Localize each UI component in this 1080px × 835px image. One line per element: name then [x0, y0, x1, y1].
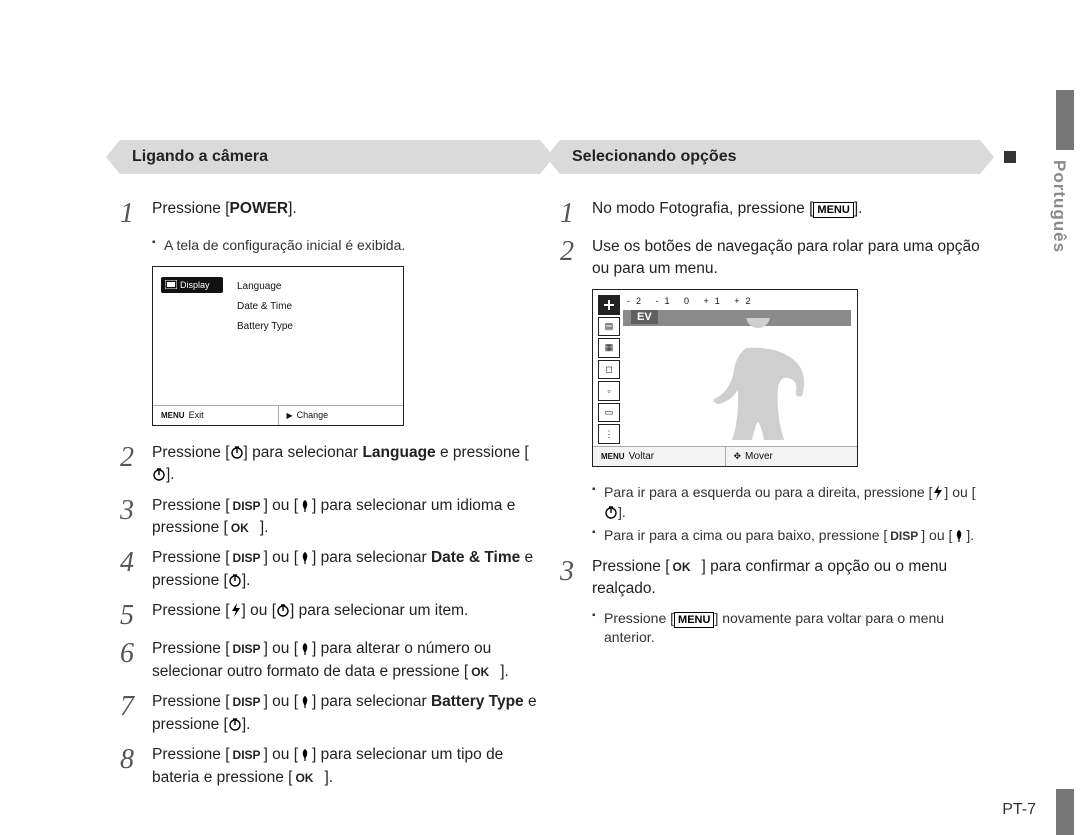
ev-icon	[598, 295, 620, 315]
page-number-bar	[1056, 789, 1074, 835]
lcd-ev-screen: ▤ ▦ ◻ ▫ ▭ ⋮ -2 -1 0 +1 +2 EV MENUVoltar …	[592, 289, 858, 467]
left-step-1: 1 Pressione [POWER].	[120, 198, 540, 228]
size-icon: ▫	[598, 381, 620, 401]
left-step-3: 3 Pressione [DISP] ou [] para selecionar…	[120, 495, 540, 540]
menu-button-label: MENU	[813, 202, 853, 218]
left-step-6: 6 Pressione [DISP] ou [] para alterar o …	[120, 638, 540, 683]
left-step-2: 2 Pressione [] para selecionar Language …	[120, 442, 540, 487]
page-number: PT-7	[1002, 801, 1036, 819]
left-column: Ligando a câmera 1 Pressione [POWER]. A …	[120, 140, 540, 797]
right-step-2-note-2: Para ir para a cima ou para baixo, press…	[592, 526, 980, 546]
left-step-1-note: A tela de configuração inicial é exibida…	[152, 236, 540, 256]
right-step-2-note-1: Para ir para a esquerda ou para a direit…	[592, 483, 980, 522]
right-step-3-note: Pressione [MENU] novamente para voltar p…	[592, 609, 980, 648]
right-step-1: 1 No modo Fotografia, pressione [MENU].	[560, 198, 980, 228]
left-step-4: 4 Pressione [DISP] ou [] para selecionar…	[120, 547, 540, 592]
left-step-8: 8 Pressione [DISP] ou [] para selecionar…	[120, 744, 540, 789]
left-heading-text: Ligando a câmera	[132, 148, 268, 166]
person-silhouette	[688, 318, 818, 442]
macro-icon	[298, 498, 312, 512]
lcd1-menu-list: Language Date & Time Battery Type	[237, 277, 393, 337]
left-heading: Ligando a câmera	[120, 140, 540, 174]
flash-icon	[230, 603, 242, 617]
lcd-setup-screen: Display Language Date & Time Battery Typ…	[152, 266, 404, 426]
lcd1-display-tab: Display	[161, 277, 223, 293]
right-heading-text: Selecionando opções	[572, 148, 736, 166]
iso-icon: ▦	[598, 338, 620, 358]
more-icon: ⋮	[598, 424, 620, 444]
focus-icon: ◻	[598, 360, 620, 380]
ev-scale: -2 -1 0 +1 +2	[627, 296, 757, 306]
left-step-5: 5 Pressione [] ou [] para selecionar um …	[120, 600, 540, 630]
right-step-2: 2 Use os botões de navegação para rolar …	[560, 236, 980, 281]
right-heading: Selecionando opções	[560, 140, 980, 174]
quality-icon: ▭	[598, 403, 620, 423]
language-tab: Português	[1046, 90, 1074, 260]
ev-label: EV	[631, 310, 658, 324]
right-step-3: 3 Pressione [OK] para confirmar a opção …	[560, 556, 980, 601]
language-label: Português	[1049, 160, 1069, 253]
left-step-7: 7 Pressione [DISP] ou [] para selecionar…	[120, 691, 540, 736]
timer-icon	[230, 445, 244, 459]
display-icon	[165, 280, 177, 289]
lcd2-sidebar: ▤ ▦ ◻ ▫ ▭ ⋮	[598, 295, 620, 444]
stop-square-icon	[1004, 151, 1016, 163]
right-column: Selecionando opções 1 No modo Fotografia…	[560, 140, 980, 658]
wb-icon: ▤	[598, 317, 620, 337]
